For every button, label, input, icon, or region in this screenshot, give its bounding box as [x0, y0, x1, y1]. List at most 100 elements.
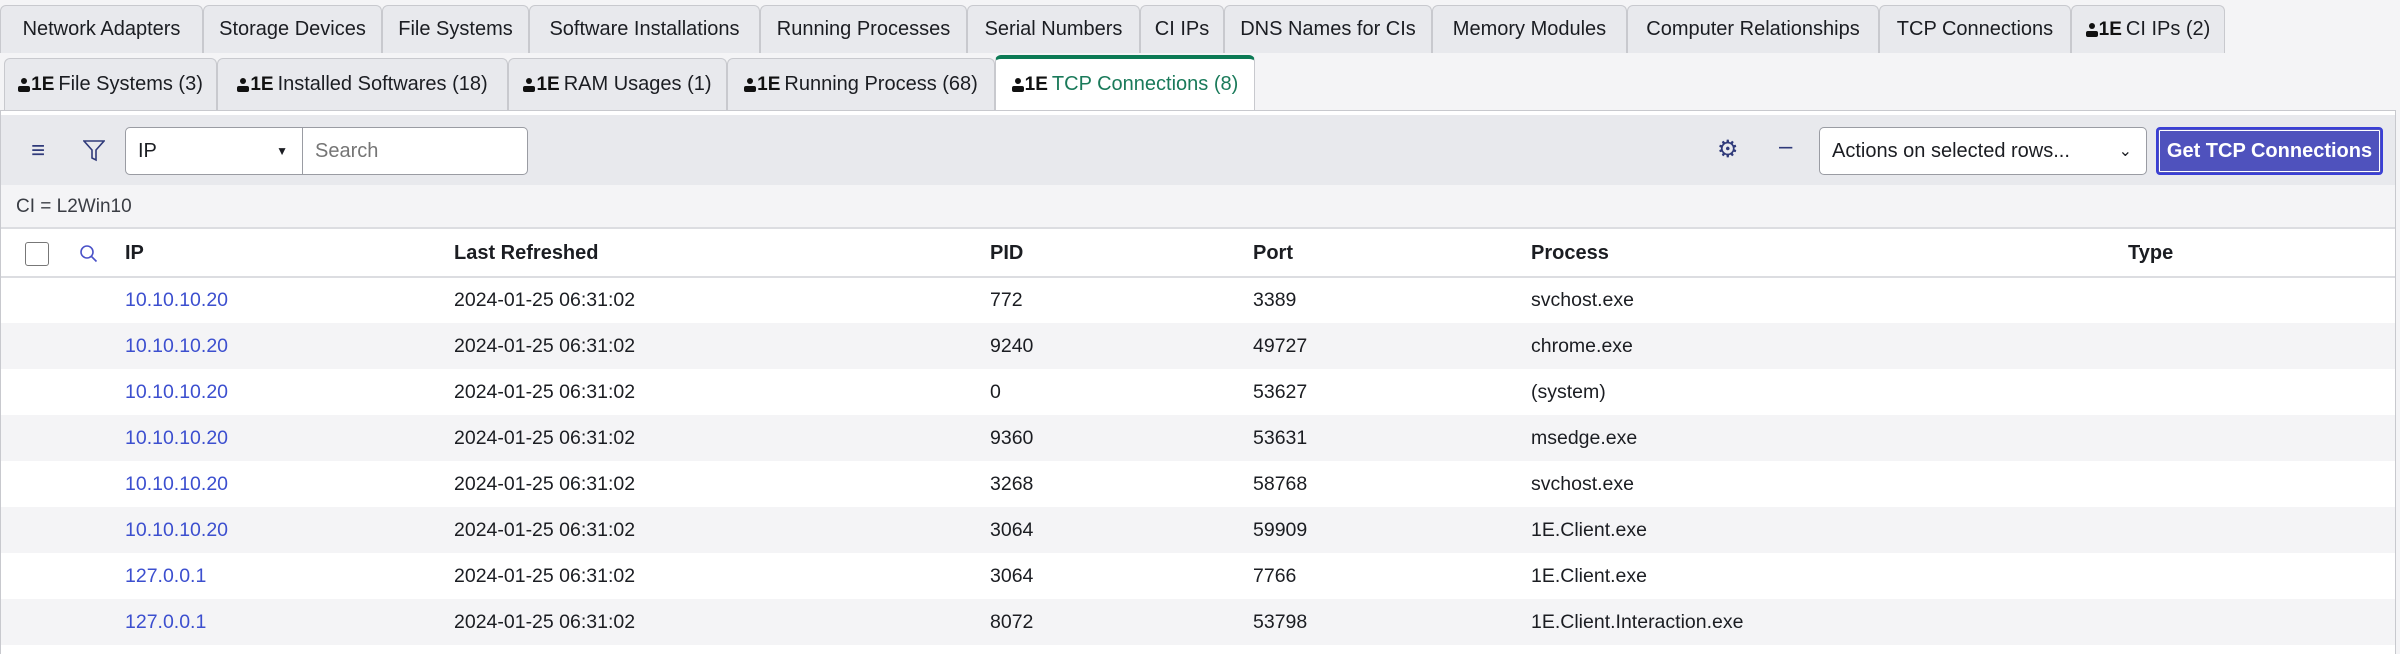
tab-ram-usages-1[interactable]: 1E RAM Usages (1) — [508, 58, 727, 110]
tab-file-systems-3[interactable]: 1E File Systems (3) — [4, 58, 217, 110]
cell-process: 1E.Client.exe — [1531, 507, 2128, 553]
tab-ci-ips-2[interactable]: 1E CI IPs (2) — [2071, 5, 2225, 53]
tab-network-adapters[interactable]: Network Adapters — [0, 5, 203, 53]
get-tcp-connections-button[interactable]: Get TCP Connections — [2156, 127, 2383, 175]
column-header-ip[interactable]: IP — [125, 231, 454, 278]
tab-running-process-68[interactable]: 1E Running Process (68) — [727, 58, 995, 110]
cell-process: (system) — [1531, 380, 1606, 403]
column-header-last-refreshed[interactable]: Last Refreshed — [454, 231, 990, 278]
tab-tcp-connections[interactable]: TCP Connections — [1879, 5, 2071, 53]
1e-logo-icon: 1E — [2085, 19, 2122, 41]
cell-ip[interactable]: 10.10.10.20 — [125, 369, 454, 415]
ip-link[interactable]: 10.10.10.20 — [125, 380, 229, 403]
tab-dns-names-for-cis[interactable]: DNS Names for CIs — [1224, 5, 1432, 53]
ip-link[interactable]: 10.10.10.20 — [125, 426, 229, 449]
column-header-process[interactable]: Process — [1531, 231, 2128, 278]
filter-icon[interactable] — [83, 139, 105, 163]
tabs-row-2: 1E File Systems (3) 1E Installed Softwares … — [4, 55, 1255, 110]
tab-label: File Systems (3) — [58, 73, 203, 95]
table-row[interactable]: 10.10.10.20 2024-01-25 06:31:02 3064 59909 1… — [1, 507, 2395, 553]
tab-memory-modules[interactable]: Memory Modules — [1432, 5, 1627, 53]
gear-icon[interactable]: ⚙ — [1717, 136, 1739, 163]
1e-logo-icon: 1E — [523, 74, 560, 96]
collapse-icon[interactable]: – — [1779, 133, 1793, 160]
ip-link[interactable]: 10.10.10.20 — [125, 472, 229, 495]
table-row[interactable]: 10.10.10.20 2024-01-25 06:31:02 9240 49727 c… — [1, 323, 2395, 369]
cell-pid: 9240 — [990, 323, 1253, 369]
cell-pid: 8072 — [990, 599, 1253, 645]
row-controls — [1, 369, 125, 415]
filter-breadcrumb[interactable]: CI = L2Win10 — [1, 185, 2395, 229]
cell-ip[interactable]: 10.10.10.20 — [125, 461, 454, 507]
tab-file-systems[interactable]: File Systems — [382, 5, 529, 53]
table-row[interactable]: 127.0.0.1 2024-01-25 06:31:02 3064 7766 1E.C… — [1, 553, 2395, 599]
tab-tcp-connections-8[interactable]: 1E TCP Connections (8) — [995, 55, 1255, 110]
cell-process: 1E.Client.Interaction.exe — [1531, 599, 2128, 645]
tab-computer-relationships[interactable]: Computer Relationships — [1627, 5, 1879, 53]
cell-port: 3389 — [1253, 289, 1297, 311]
search-field-select[interactable]: IP ▼ — [125, 127, 303, 175]
cell-pid: 3268 — [990, 472, 1034, 495]
select-all-checkbox[interactable] — [25, 241, 49, 266]
table-row[interactable]: 127.0.0.1 2024-01-25 06:31:02 8072 53798 1E.… — [1, 599, 2395, 645]
column-header-type[interactable]: Type — [2128, 231, 2395, 278]
table-row[interactable]: 10.10.10.20 2024-01-25 06:31:02 9360 53631 m… — [1, 415, 2395, 461]
1e-logo-icon: 1E — [18, 74, 54, 96]
row-controls — [1, 599, 125, 645]
tab-ci-ips[interactable]: CI IPs — [1140, 5, 1224, 53]
table-row[interactable]: 10.10.10.20 2024-01-25 06:31:02 0 53627 (sys… — [1, 369, 2395, 415]
cell-ip[interactable]: 10.10.10.20 — [125, 277, 454, 323]
cell-ip[interactable]: 10.10.10.20 — [125, 507, 454, 553]
search-input[interactable] — [303, 127, 528, 175]
cell-ip[interactable]: 10.10.10.20 — [125, 415, 454, 461]
1e-logo-icon: 1E — [237, 74, 274, 96]
ip-link[interactable]: 127.0.0.1 — [125, 564, 207, 587]
column-header-pid[interactable]: PID — [990, 231, 1253, 278]
tab-serial-numbers[interactable]: Serial Numbers — [967, 5, 1140, 53]
cell-last-refreshed: 2024-01-25 06:31:02 — [454, 415, 990, 461]
cell-ip[interactable]: 127.0.0.1 — [125, 553, 454, 599]
row-controls — [1, 461, 125, 507]
cell-ip[interactable]: 10.10.10.20 — [125, 323, 454, 369]
cell-pid: 3064 — [990, 507, 1253, 553]
tab-label: DNS Names for CIs — [1240, 18, 1416, 40]
table-row[interactable]: 10.10.10.20 2024-01-25 06:31:02 3268 58768 s… — [1, 461, 2395, 507]
row-controls — [1, 415, 125, 461]
tab-label: TCP Connections — [1896, 18, 2054, 40]
1e-logo-icon: 1E — [744, 74, 780, 96]
tab-software-installations[interactable]: Software Installations — [529, 5, 760, 53]
tab-installed-softwares-18[interactable]: 1E Installed Softwares (18) — [217, 58, 508, 110]
tab-storage-devices[interactable]: Storage Devices — [203, 5, 382, 53]
list-toolbar: ≡ IP ▼ ⚙ – Actions on selected rows... ⌄ G… — [1, 115, 2395, 185]
hamburger-menu-icon[interactable]: ≡ — [31, 137, 46, 164]
row-controls — [1, 553, 125, 599]
cell-port: 58768 — [1253, 472, 1308, 495]
cell-type — [2128, 599, 2395, 645]
table-row[interactable]: 10.10.10.20 2024-01-25 06:31:02 772 3389 svc… — [1, 277, 2395, 323]
cell-last-refreshed: 2024-01-25 06:31:02 — [454, 507, 990, 553]
tab-label: Installed Softwares (18) — [277, 73, 488, 95]
cell-ip[interactable]: 127.0.0.1 — [125, 599, 454, 645]
actions-select[interactable]: Actions on selected rows... ⌄ — [1819, 127, 2147, 175]
column-header-port[interactable]: Port — [1253, 231, 1531, 278]
cell-process: svchost.exe — [1531, 289, 1634, 311]
content-panel: ≡ IP ▼ ⚙ – Actions on selected rows... ⌄ G… — [0, 110, 2396, 654]
search-columns-icon[interactable] — [79, 244, 99, 264]
header-controls — [1, 231, 125, 278]
cell-last-refreshed: 2024-01-25 06:31:02 — [454, 599, 990, 645]
row-controls — [1, 277, 125, 323]
ip-link[interactable]: 127.0.0.1 — [125, 610, 207, 633]
ip-link[interactable]: 10.10.10.20 — [125, 518, 229, 541]
ip-link[interactable]: 10.10.10.20 — [125, 334, 229, 357]
cell-port: 53631 — [1253, 415, 1531, 461]
ip-link[interactable]: 10.10.10.20 — [125, 289, 229, 311]
cell-last-refreshed: 2024-01-25 06:31:02 — [454, 380, 636, 403]
actions-select-value: Actions on selected rows... — [1832, 139, 2070, 162]
cell-port: 49727 — [1253, 323, 1531, 369]
cell-last-refreshed: 2024-01-25 06:31:02 — [454, 564, 636, 587]
cell-port: 53798 — [1253, 599, 1531, 645]
tab-label: CI IPs — [1154, 18, 1210, 40]
chevron-down-icon: ⌄ — [2118, 143, 2132, 160]
cell-last-refreshed: 2024-01-25 06:31:02 — [454, 323, 990, 369]
tab-running-processes[interactable]: Running Processes — [760, 5, 967, 53]
